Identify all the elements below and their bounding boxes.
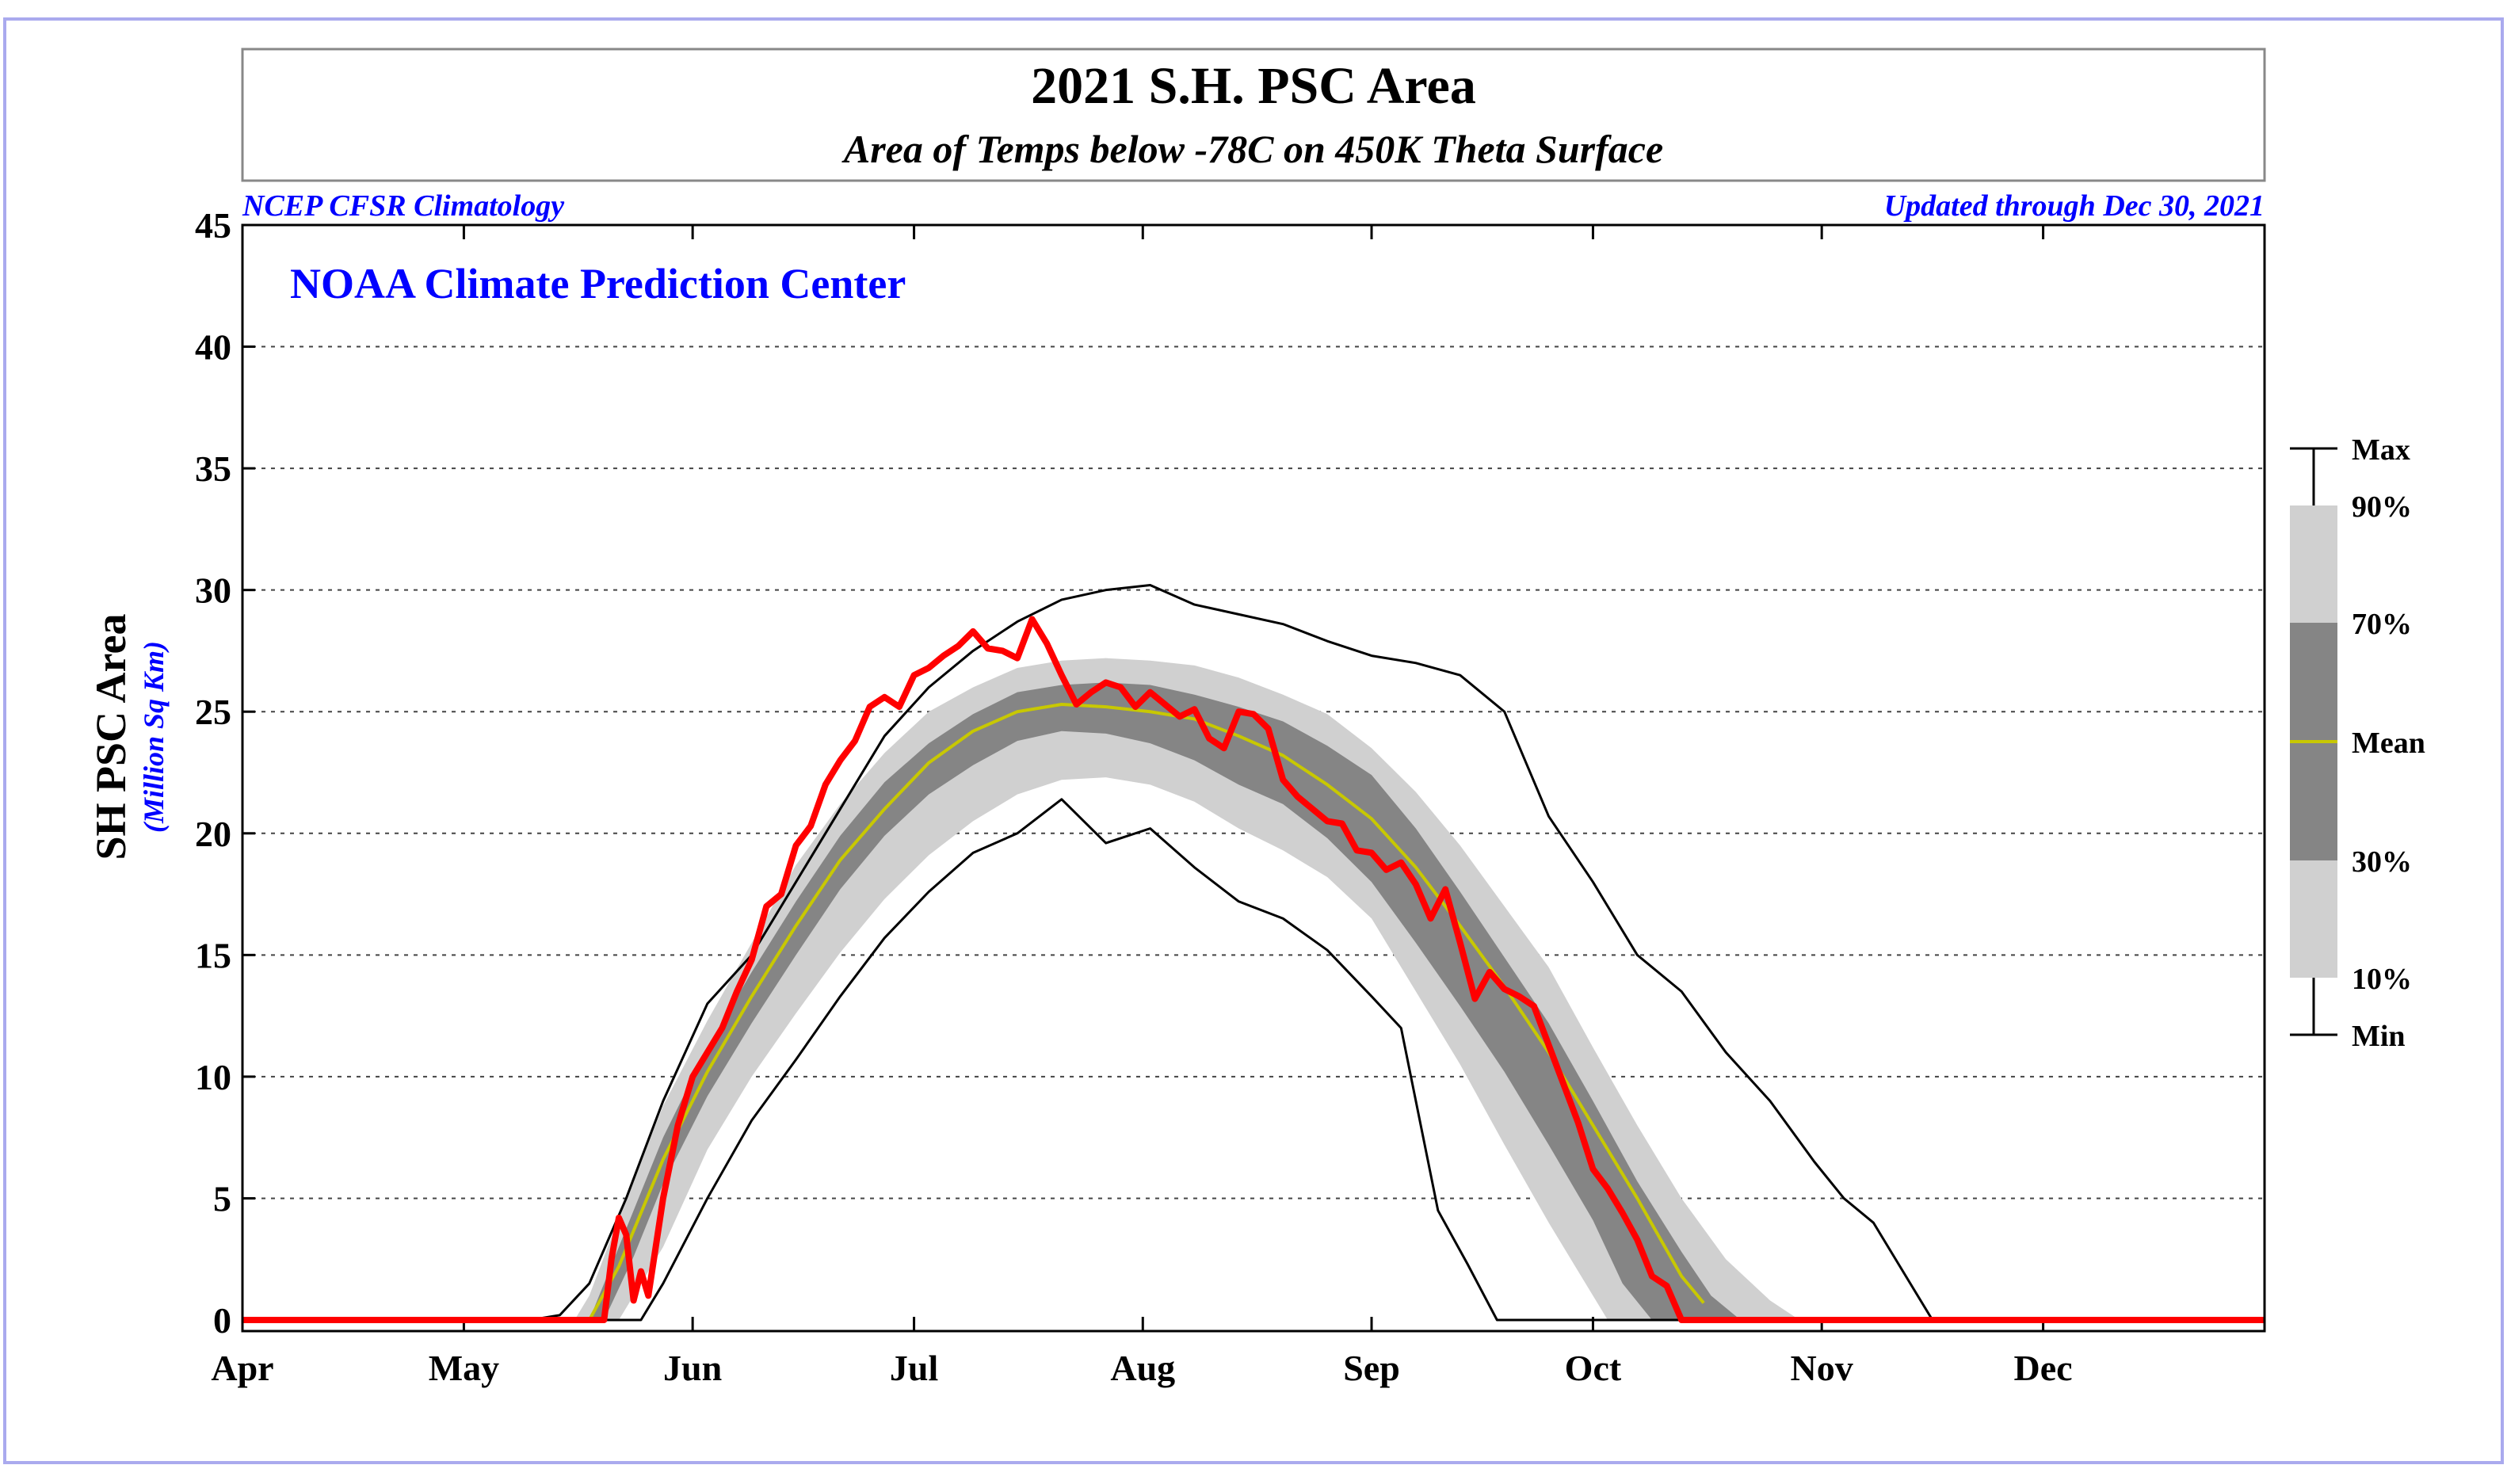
x-tick-label-jul: Jul bbox=[890, 1348, 938, 1388]
chart-title: 2021 S.H. PSC Area bbox=[1031, 57, 1476, 115]
y-tick-label-40: 40 bbox=[195, 327, 231, 368]
title-box bbox=[241, 48, 2266, 182]
band-30-70 bbox=[589, 682, 1741, 1320]
series-min bbox=[242, 798, 2265, 1322]
legend-label-min: Min bbox=[2352, 1020, 2406, 1053]
y-tick-label-5: 5 bbox=[213, 1178, 231, 1219]
legend-label-90: 90% bbox=[2352, 490, 2412, 524]
y-axis-units: (Million Sq Km) bbox=[138, 641, 170, 833]
y-tick-label-35: 35 bbox=[195, 448, 231, 489]
source-label: NCEP CFSR Climatology bbox=[242, 189, 564, 223]
watermark: NOAA Climate Prediction Center bbox=[290, 260, 906, 307]
y-axis-title: SH PSC Area bbox=[87, 613, 135, 860]
plot-border bbox=[241, 223, 2266, 1333]
chart-subtitle: Area of Temps below -78C on 450K Theta S… bbox=[841, 127, 1663, 171]
x-tick-label-aug: Aug bbox=[1110, 1348, 1175, 1388]
legend-label-mean: Mean bbox=[2352, 727, 2425, 760]
y-tick-label-45: 45 bbox=[195, 205, 231, 246]
x-tick-label-nov: Nov bbox=[1791, 1348, 1853, 1388]
legend-label-70: 70% bbox=[2352, 608, 2412, 641]
updated-label: Updated through Dec 30, 2021 bbox=[1884, 189, 2265, 223]
series-max bbox=[242, 584, 2265, 1322]
x-tick-label-dec: Dec bbox=[2014, 1348, 2073, 1388]
x-tick-label-sep: Sep bbox=[1343, 1348, 1400, 1388]
x-tick-label-apr: Apr bbox=[211, 1348, 273, 1388]
series-2021 bbox=[242, 616, 2265, 1323]
x-tick-label-oct: Oct bbox=[1565, 1348, 1622, 1388]
y-tick-label-25: 25 bbox=[195, 692, 231, 732]
y-tick-label-10: 10 bbox=[195, 1057, 231, 1097]
x-tick-label-may: May bbox=[429, 1348, 499, 1388]
legend-label-30: 30% bbox=[2352, 845, 2412, 879]
legend: Max 90% 70% Mean 30% 10% Min bbox=[2290, 433, 2425, 1053]
legend-label-max: Max bbox=[2352, 433, 2410, 467]
legend-label-10: 10% bbox=[2352, 963, 2412, 996]
y-tick-label-30: 30 bbox=[195, 570, 231, 611]
y-tick-label-15: 15 bbox=[195, 935, 231, 975]
x-tick-label-jun: Jun bbox=[663, 1348, 722, 1388]
y-tick-label-0: 0 bbox=[213, 1300, 231, 1341]
series-mean bbox=[588, 703, 1705, 1321]
y-tick-label-20: 20 bbox=[195, 814, 231, 854]
plot-series bbox=[242, 584, 2265, 1323]
axis-labels: 0 5 10 15 20 25 30 35 40 45 Apr May Jun Jul Aug Sep Oct N… bbox=[195, 205, 2073, 1388]
